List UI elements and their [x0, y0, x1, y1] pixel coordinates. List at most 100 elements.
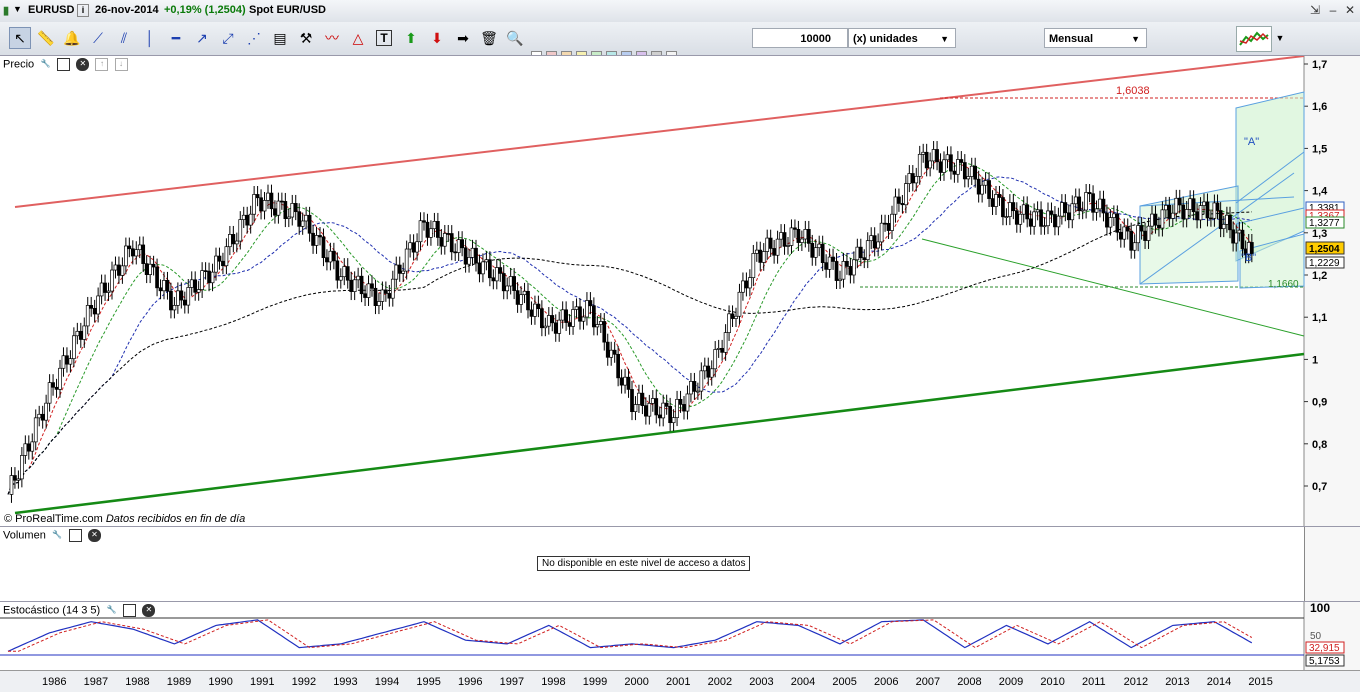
candle-body	[304, 214, 308, 222]
close-icon[interactable]: ✕	[1344, 3, 1356, 17]
move-up-icon[interactable]: ↑	[95, 58, 109, 71]
units-select[interactable]: (x) unidades ▼	[848, 28, 956, 48]
candle-body	[165, 280, 170, 292]
volume-panel: Volumen 🔧 ✕ No disponible en este nivel …	[0, 526, 1360, 601]
candle-body	[952, 170, 957, 175]
channel-line[interactable]	[1235, 151, 1305, 204]
close-icon[interactable]: ✕	[142, 604, 156, 617]
pin-icon[interactable]: ⇲	[1309, 3, 1321, 17]
time-axis-label: 1988	[125, 676, 150, 688]
pointer-icon[interactable]: ↖	[9, 27, 31, 49]
ma-long-line[interactable]	[7, 176, 1252, 495]
stoch-d-line[interactable]	[8, 619, 1253, 652]
triangle-icon[interactable]: △	[352, 30, 364, 46]
wrench-icon[interactable]: 🔧	[40, 59, 51, 68]
candle-body	[910, 173, 915, 184]
candle-body	[810, 243, 815, 258]
candle-body	[162, 280, 166, 292]
trash-icon[interactable]: 🗑	[480, 30, 498, 46]
candle-body	[366, 283, 371, 298]
candle-body	[387, 293, 392, 299]
candle-body	[886, 223, 891, 231]
candle-body	[831, 256, 835, 262]
upper-trendline[interactable]	[14, 56, 1305, 208]
price-panel: 1,7 1,6 1,5 1,4 1,3 1,2 1,1 1 0,9 0,8 0,7 1,6038 1…	[0, 55, 1360, 526]
candle-body	[373, 287, 378, 306]
right-arrow-icon[interactable]: ➡	[457, 30, 469, 46]
lower-trendline[interactable]	[14, 352, 1305, 515]
close-icon[interactable]: ✕	[76, 58, 90, 71]
candle-body	[9, 475, 14, 495]
candle-body	[966, 176, 971, 180]
candle-body	[692, 381, 697, 392]
stochastic-chart[interactable]: 100 50 32,915 5,1753	[0, 602, 1360, 670]
symbol-label[interactable]: EURUSD	[28, 4, 75, 16]
text-tool-icon[interactable]: T	[376, 30, 392, 46]
stoch-k-line[interactable]	[7, 619, 1253, 652]
chevron-down-icon[interactable]: ▼	[13, 4, 22, 14]
buy-arrow-icon[interactable]: ⬆	[405, 30, 417, 46]
maximize-icon[interactable]	[123, 604, 137, 617]
fibonacci-icon[interactable]: ▤	[273, 30, 287, 46]
candle-body	[44, 402, 48, 421]
candle-body	[415, 241, 419, 253]
candle-body	[411, 242, 416, 253]
vertical-line-icon[interactable]: │	[145, 30, 155, 46]
candle-body	[990, 198, 995, 207]
fan-icon[interactable]: ⋰	[247, 30, 261, 46]
candle-body	[68, 358, 73, 365]
candle-body	[883, 222, 887, 225]
candle-body	[1004, 216, 1009, 219]
alarm-bell-icon[interactable]: 🔔	[63, 30, 81, 46]
price-chart[interactable]: 1,7 1,6 1,5 1,4 1,3 1,2 1,1 1 0,9 0,8 0,7 1,6038 1…	[0, 56, 1360, 526]
channel-icon[interactable]: ⫽	[120, 30, 128, 46]
candle-body	[75, 330, 80, 337]
candle-body	[775, 238, 780, 256]
minimize-icon[interactable]: –	[1329, 3, 1337, 17]
ray-icon[interactable]: ↗	[196, 30, 208, 46]
tools-icon[interactable]: ⚒	[299, 30, 313, 46]
horizontal-line-icon[interactable]: ━	[171, 30, 181, 46]
candle-body	[508, 276, 513, 287]
wrench-icon[interactable]: 🔧	[52, 530, 63, 539]
candle-body	[221, 260, 225, 267]
channel-line[interactable]	[1235, 207, 1305, 225]
chevron-down-icon[interactable]: ▼	[1275, 33, 1285, 43]
info-icon[interactable]: i	[77, 4, 89, 17]
channel-line[interactable]	[1139, 172, 1295, 285]
annotation-low: 1,1660	[1268, 279, 1299, 290]
wrench-icon[interactable]: 🔧	[106, 605, 117, 614]
candle-body	[307, 214, 312, 234]
projection-zone-a[interactable]	[1235, 91, 1305, 262]
move-down-icon[interactable]: ↓	[114, 58, 128, 71]
zoom-icon[interactable]: 🔍	[506, 30, 524, 46]
candle-body	[1070, 203, 1075, 221]
time-axis-label: 2002	[707, 676, 733, 688]
sell-arrow-icon[interactable]: ⬇	[431, 30, 443, 46]
ruler-icon[interactable]: 📏	[37, 30, 55, 46]
candle-body	[266, 192, 270, 201]
trendline-icon[interactable]: ⟋	[93, 30, 103, 46]
candle-body	[962, 162, 967, 180]
candle-body	[1249, 242, 1254, 255]
arrow-line-icon[interactable]: ⤢	[222, 30, 234, 46]
quantity-input[interactable]: 10000	[752, 28, 848, 48]
indicators-button[interactable]	[1236, 26, 1272, 52]
candle-body	[394, 264, 399, 280]
maximize-icon[interactable]	[57, 58, 71, 71]
candle-body	[505, 285, 510, 292]
candle-body	[956, 159, 960, 175]
candle-body	[300, 220, 305, 227]
candle-body	[654, 398, 659, 416]
candle-body	[144, 263, 149, 275]
time-axis-label: 2013	[1165, 676, 1190, 688]
period-select[interactable]: Mensual ▼	[1044, 28, 1147, 48]
wave-icon[interactable]: 〰	[325, 30, 339, 46]
projection-zone-b[interactable]	[1239, 233, 1305, 289]
candle-body	[1170, 212, 1175, 219]
maximize-icon[interactable]	[68, 529, 82, 542]
candle-body	[259, 197, 263, 212]
close-icon[interactable]: ✕	[88, 529, 101, 542]
candle-body	[453, 251, 458, 254]
ma-very-long-line[interactable]	[7, 211, 1252, 495]
